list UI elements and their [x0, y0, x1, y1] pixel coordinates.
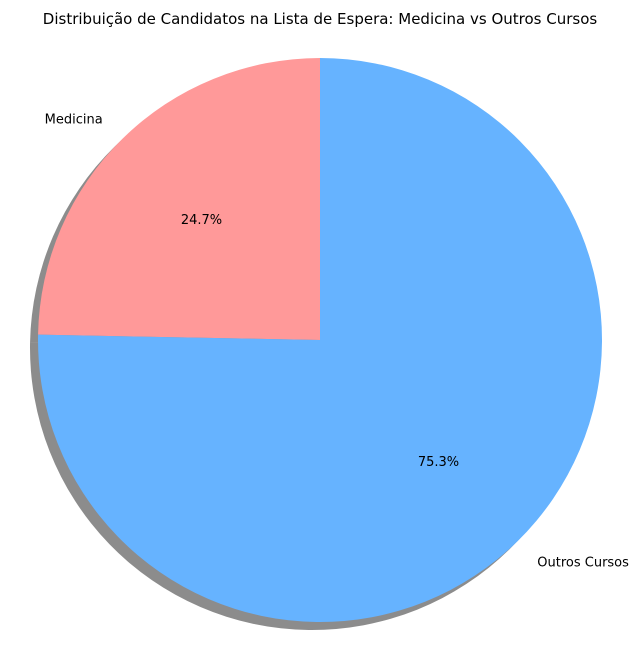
- slice-layer: [38, 58, 603, 622]
- slice-percent-label: 75.3%: [418, 455, 459, 470]
- label-layer: 24.7% Medicina 75.3% Outros Cursos: [45, 113, 629, 571]
- slice-percent-label: 24.7%: [181, 213, 222, 228]
- pie-slice-outros-cursos: [38, 58, 603, 622]
- slice-category-label: Medicina: [45, 113, 103, 128]
- slice-category-label: Outros Cursos: [537, 555, 629, 570]
- chart-title: Distribuição de Candidatos na Lista de E…: [43, 10, 598, 28]
- pie-slice-medicina: [38, 58, 320, 340]
